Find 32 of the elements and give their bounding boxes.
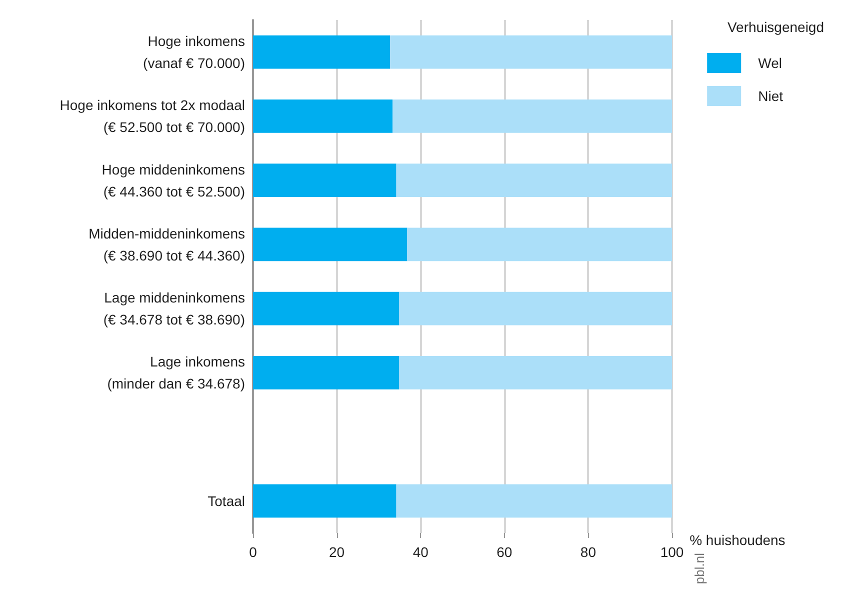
bar — [253, 100, 393, 133]
bar — [390, 35, 672, 69]
y-tick-label: Midden-middeninkomens (€ 38.690 tot € 44.360) — [88, 225, 245, 264]
text: pbl.nl — [692, 552, 707, 584]
bar — [253, 228, 408, 262]
bar — [253, 484, 396, 518]
bar — [399, 356, 672, 390]
bar — [392, 100, 672, 133]
y-tick-label: Lage inkomens (minder dan € 34.678) — [107, 354, 245, 392]
y-tick-label: Totaal — [208, 492, 245, 509]
bar — [407, 228, 672, 262]
x-tick-label: 100 — [660, 544, 684, 560]
x-axis-title: % huishoudens — [690, 532, 786, 548]
bar — [399, 292, 672, 326]
legend-title: Verhuisgeneigd — [727, 19, 824, 35]
y-tick-label: Hoge inkomens tot 2x modaal (€ 52.500 tot € 70.000) — [60, 97, 245, 136]
bar — [396, 484, 672, 518]
y-tick-label: Hoge middeninkomens (€ 44.360 tot € 52.500) — [102, 161, 245, 200]
bar — [253, 35, 390, 69]
bar — [396, 164, 672, 197]
x-tick-label: 80 — [580, 544, 596, 560]
x-tick-label: 20 — [329, 544, 345, 560]
y-tick-label: Hoge inkomens (vanaf € 70.000) — [143, 33, 245, 72]
legend-label: Wel — [758, 55, 782, 71]
bar — [253, 164, 396, 197]
legend-label: Niet — [758, 88, 784, 104]
x-tick-label: 60 — [496, 544, 512, 560]
y-tick-label: Lage middeninkomens (€ 34.678 tot € 38.690) — [103, 290, 245, 328]
bar — [253, 356, 400, 390]
bar — [253, 292, 400, 326]
x-tick-label: 40 — [412, 544, 429, 560]
x-tick-label: 0 — [249, 544, 258, 560]
